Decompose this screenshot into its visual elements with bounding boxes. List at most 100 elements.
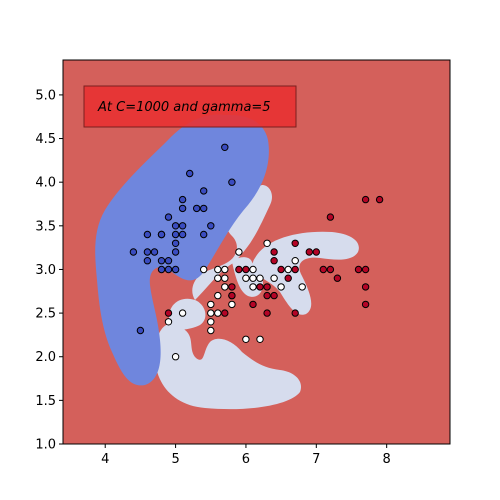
point-red-16 (291, 239, 299, 248)
decision-region-white-3 (192, 185, 273, 300)
y-tick-label-2.5: 2.5 (35, 307, 56, 322)
point-red-2 (228, 283, 236, 291)
point-red-13 (270, 291, 278, 300)
x-axis: 4 5 6 7 8 (101, 444, 391, 467)
point-blue-1 (136, 326, 145, 335)
point-blue-19 (178, 204, 187, 213)
point-white-29 (291, 257, 299, 265)
point-blue-29 (228, 178, 236, 186)
point-red-27 (361, 265, 370, 274)
decision-region-white-2 (169, 298, 206, 330)
point-red-18 (291, 309, 299, 317)
point-red-19 (305, 248, 313, 256)
point-blue-9 (157, 265, 166, 274)
point-blue-27 (207, 222, 215, 230)
point-blue-22 (186, 169, 194, 178)
point-blue-7 (157, 230, 166, 239)
point-blue-25 (200, 204, 208, 213)
point-red-20 (312, 248, 320, 256)
point-white-17 (235, 248, 243, 256)
series-red-points (164, 195, 384, 317)
point-white-25 (263, 239, 271, 248)
plot-frame (62, 59, 451, 445)
y-tick-label-3.5: 3.5 (35, 219, 56, 234)
annotation-text: At C=1000 and gamma=5 (97, 100, 271, 115)
point-red-28 (361, 283, 370, 291)
point-white-14 (221, 283, 229, 291)
decision-region-blue (95, 114, 269, 386)
point-red-15 (284, 274, 292, 282)
point-white-8 (214, 265, 222, 274)
point-white-26 (270, 274, 278, 282)
point-red-11 (270, 248, 278, 256)
point-blue-17 (171, 265, 180, 274)
point-white-4 (207, 300, 215, 309)
point-red-25 (354, 265, 363, 274)
point-white-7 (207, 326, 215, 335)
point-white-24 (256, 335, 264, 343)
point-blue-18 (178, 195, 187, 204)
point-white-2 (178, 309, 187, 317)
point-red-12 (270, 257, 278, 265)
point-white-30 (298, 283, 306, 291)
decision-region-white (154, 323, 302, 410)
x-tick-label-5: 5 (171, 452, 179, 467)
point-blue-3 (143, 248, 152, 256)
point-blue-28 (221, 143, 229, 152)
point-red-5 (242, 265, 250, 274)
point-blue-8 (157, 257, 166, 265)
point-white-0 (164, 318, 173, 326)
y-tick-label-2: 2.0 (35, 350, 56, 365)
decision-region-white-5 (252, 231, 359, 315)
y-tick-label-4.5: 4.5 (35, 132, 56, 147)
point-blue-16 (171, 248, 180, 256)
point-white-18 (242, 274, 250, 282)
x-tick-label-7: 7 (312, 452, 320, 467)
point-blue-4 (143, 257, 152, 265)
y-tick-label-4: 4.0 (35, 176, 56, 191)
point-red-6 (249, 300, 257, 309)
point-red-1 (221, 309, 229, 317)
point-red-30 (375, 195, 384, 204)
point-red-7 (256, 283, 264, 291)
point-blue-0 (129, 248, 138, 256)
point-blue-2 (143, 230, 152, 239)
point-blue-26 (200, 230, 208, 239)
point-white-1 (171, 353, 180, 361)
point-white-6 (207, 318, 215, 326)
x-tick-label-6: 6 (242, 452, 250, 467)
point-red-24 (333, 274, 342, 282)
point-white-19 (242, 335, 250, 343)
point-red-21 (319, 265, 327, 274)
y-tick-label-1: 1.0 (35, 438, 56, 453)
point-white-3 (200, 265, 208, 274)
annotation-background (83, 85, 297, 128)
point-red-14 (277, 265, 285, 274)
point-blue-23 (193, 204, 201, 213)
y-axis: 1.0 1.5 2.0 2.5 3.0 3.5 4.0 4.5 5.0 (35, 88, 63, 453)
point-blue-14 (171, 230, 180, 239)
point-blue-13 (171, 222, 180, 230)
point-white-9 (214, 274, 222, 282)
point-white-5 (207, 309, 215, 317)
point-white-21 (249, 274, 257, 282)
point-red-22 (326, 213, 335, 221)
point-red-17 (291, 265, 299, 274)
decision-regions (95, 114, 359, 410)
point-red-0 (164, 309, 173, 317)
point-white-22 (249, 283, 257, 291)
series-white-points (164, 239, 306, 361)
point-white-23 (256, 274, 264, 282)
y-tick-label-5: 5.0 (35, 88, 56, 103)
point-blue-15 (171, 239, 180, 248)
point-red-9 (263, 291, 271, 300)
y-tick-label-3: 3.0 (35, 263, 56, 278)
point-blue-24 (200, 187, 208, 195)
point-white-10 (214, 291, 222, 300)
point-blue-11 (164, 257, 173, 265)
point-blue-20 (178, 222, 187, 230)
point-blue-12 (164, 265, 173, 274)
point-white-20 (249, 265, 257, 274)
series-blue-points (129, 143, 236, 335)
